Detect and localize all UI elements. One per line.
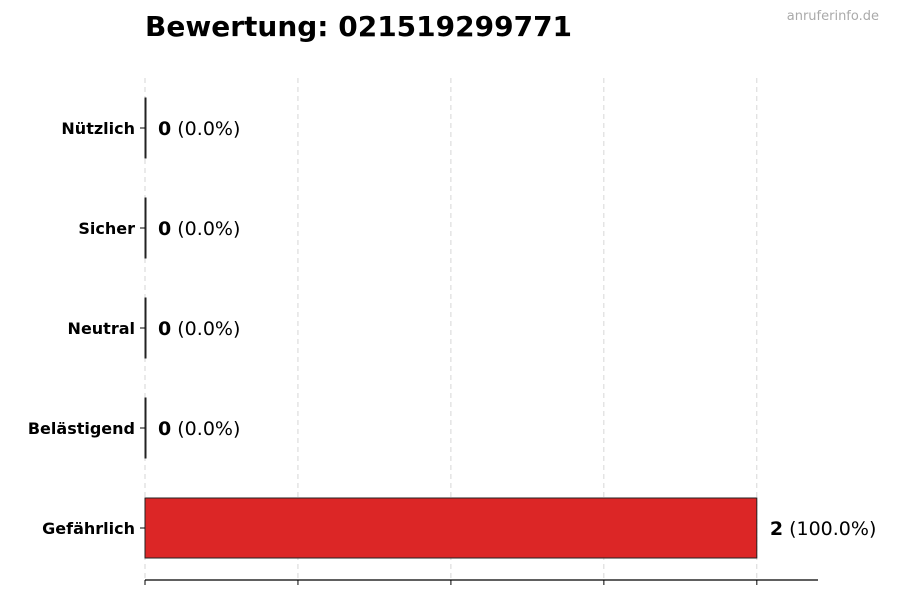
value-count: 0: [158, 418, 171, 440]
category-label: Gefährlich: [42, 519, 135, 538]
bar-2: [144, 297, 147, 359]
chart-title: Bewertung: 021519299771: [145, 10, 573, 43]
value-percent: (100.0%): [783, 518, 876, 540]
watermark: anruferinfo.de: [786, 9, 879, 24]
value-label: 0 (0.0%): [158, 118, 240, 140]
value-label: 0 (0.0%): [158, 318, 240, 340]
bar-3: [144, 397, 147, 459]
category-label: Belästigend: [28, 419, 135, 438]
bar-4: [144, 497, 758, 559]
category-label: Nützlich: [61, 119, 135, 138]
value-percent: (0.0%): [171, 418, 240, 440]
value-count: 0: [158, 118, 171, 140]
value-percent: (0.0%): [171, 118, 240, 140]
bar-0: [144, 97, 147, 159]
bar-1: [144, 197, 147, 259]
value-label: 0 (0.0%): [158, 218, 240, 240]
value-count: 0: [158, 318, 171, 340]
value-label: 2 (100.0%): [770, 518, 877, 540]
value-label: 0 (0.0%): [158, 418, 240, 440]
value-percent: (0.0%): [171, 318, 240, 340]
value-percent: (0.0%): [171, 218, 240, 240]
value-count: 0: [158, 218, 171, 240]
value-count: 2: [770, 518, 783, 540]
category-label: Neutral: [68, 319, 135, 338]
category-label: Sicher: [78, 219, 135, 238]
